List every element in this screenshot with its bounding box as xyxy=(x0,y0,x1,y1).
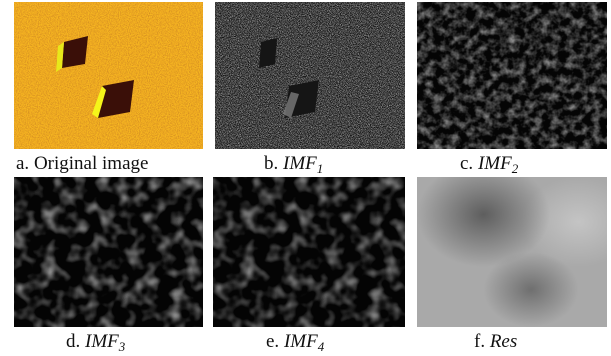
residue-image xyxy=(417,177,607,327)
caption-d: d. IMF3 xyxy=(66,331,125,353)
caption-c: c. IMF2 xyxy=(460,153,518,175)
caption-b-letter: b. xyxy=(264,153,278,174)
imf4-image xyxy=(213,177,405,327)
caption-f-letter: f. xyxy=(474,331,485,352)
imf2-image xyxy=(417,2,607,149)
caption-a-label: Original image xyxy=(34,153,149,174)
caption-d-label: IMF3 xyxy=(85,331,125,352)
imf1-image xyxy=(215,2,405,149)
caption-c-label: IMF2 xyxy=(478,153,518,174)
original-image-panel xyxy=(14,2,203,149)
original-image xyxy=(14,2,203,149)
imf2-panel xyxy=(417,2,607,149)
caption-e-letter: e. xyxy=(266,331,279,352)
caption-b-label: IMF1 xyxy=(283,153,323,174)
caption-e-label: IMF4 xyxy=(284,331,324,352)
caption-b: b. IMF1 xyxy=(264,153,323,175)
imf3-panel xyxy=(14,177,203,327)
caption-a: a. Original image xyxy=(16,153,148,175)
imf4-panel xyxy=(213,177,405,327)
caption-f: f. Res xyxy=(474,331,517,353)
caption-d-letter: d. xyxy=(66,331,80,352)
imf1-panel xyxy=(215,2,405,149)
caption-e: e. IMF4 xyxy=(266,331,324,353)
caption-a-letter: a. xyxy=(16,153,29,174)
imf3-image xyxy=(14,177,203,327)
caption-f-label: Res xyxy=(490,331,517,352)
caption-c-letter: c. xyxy=(460,153,473,174)
residue-panel xyxy=(417,177,607,327)
